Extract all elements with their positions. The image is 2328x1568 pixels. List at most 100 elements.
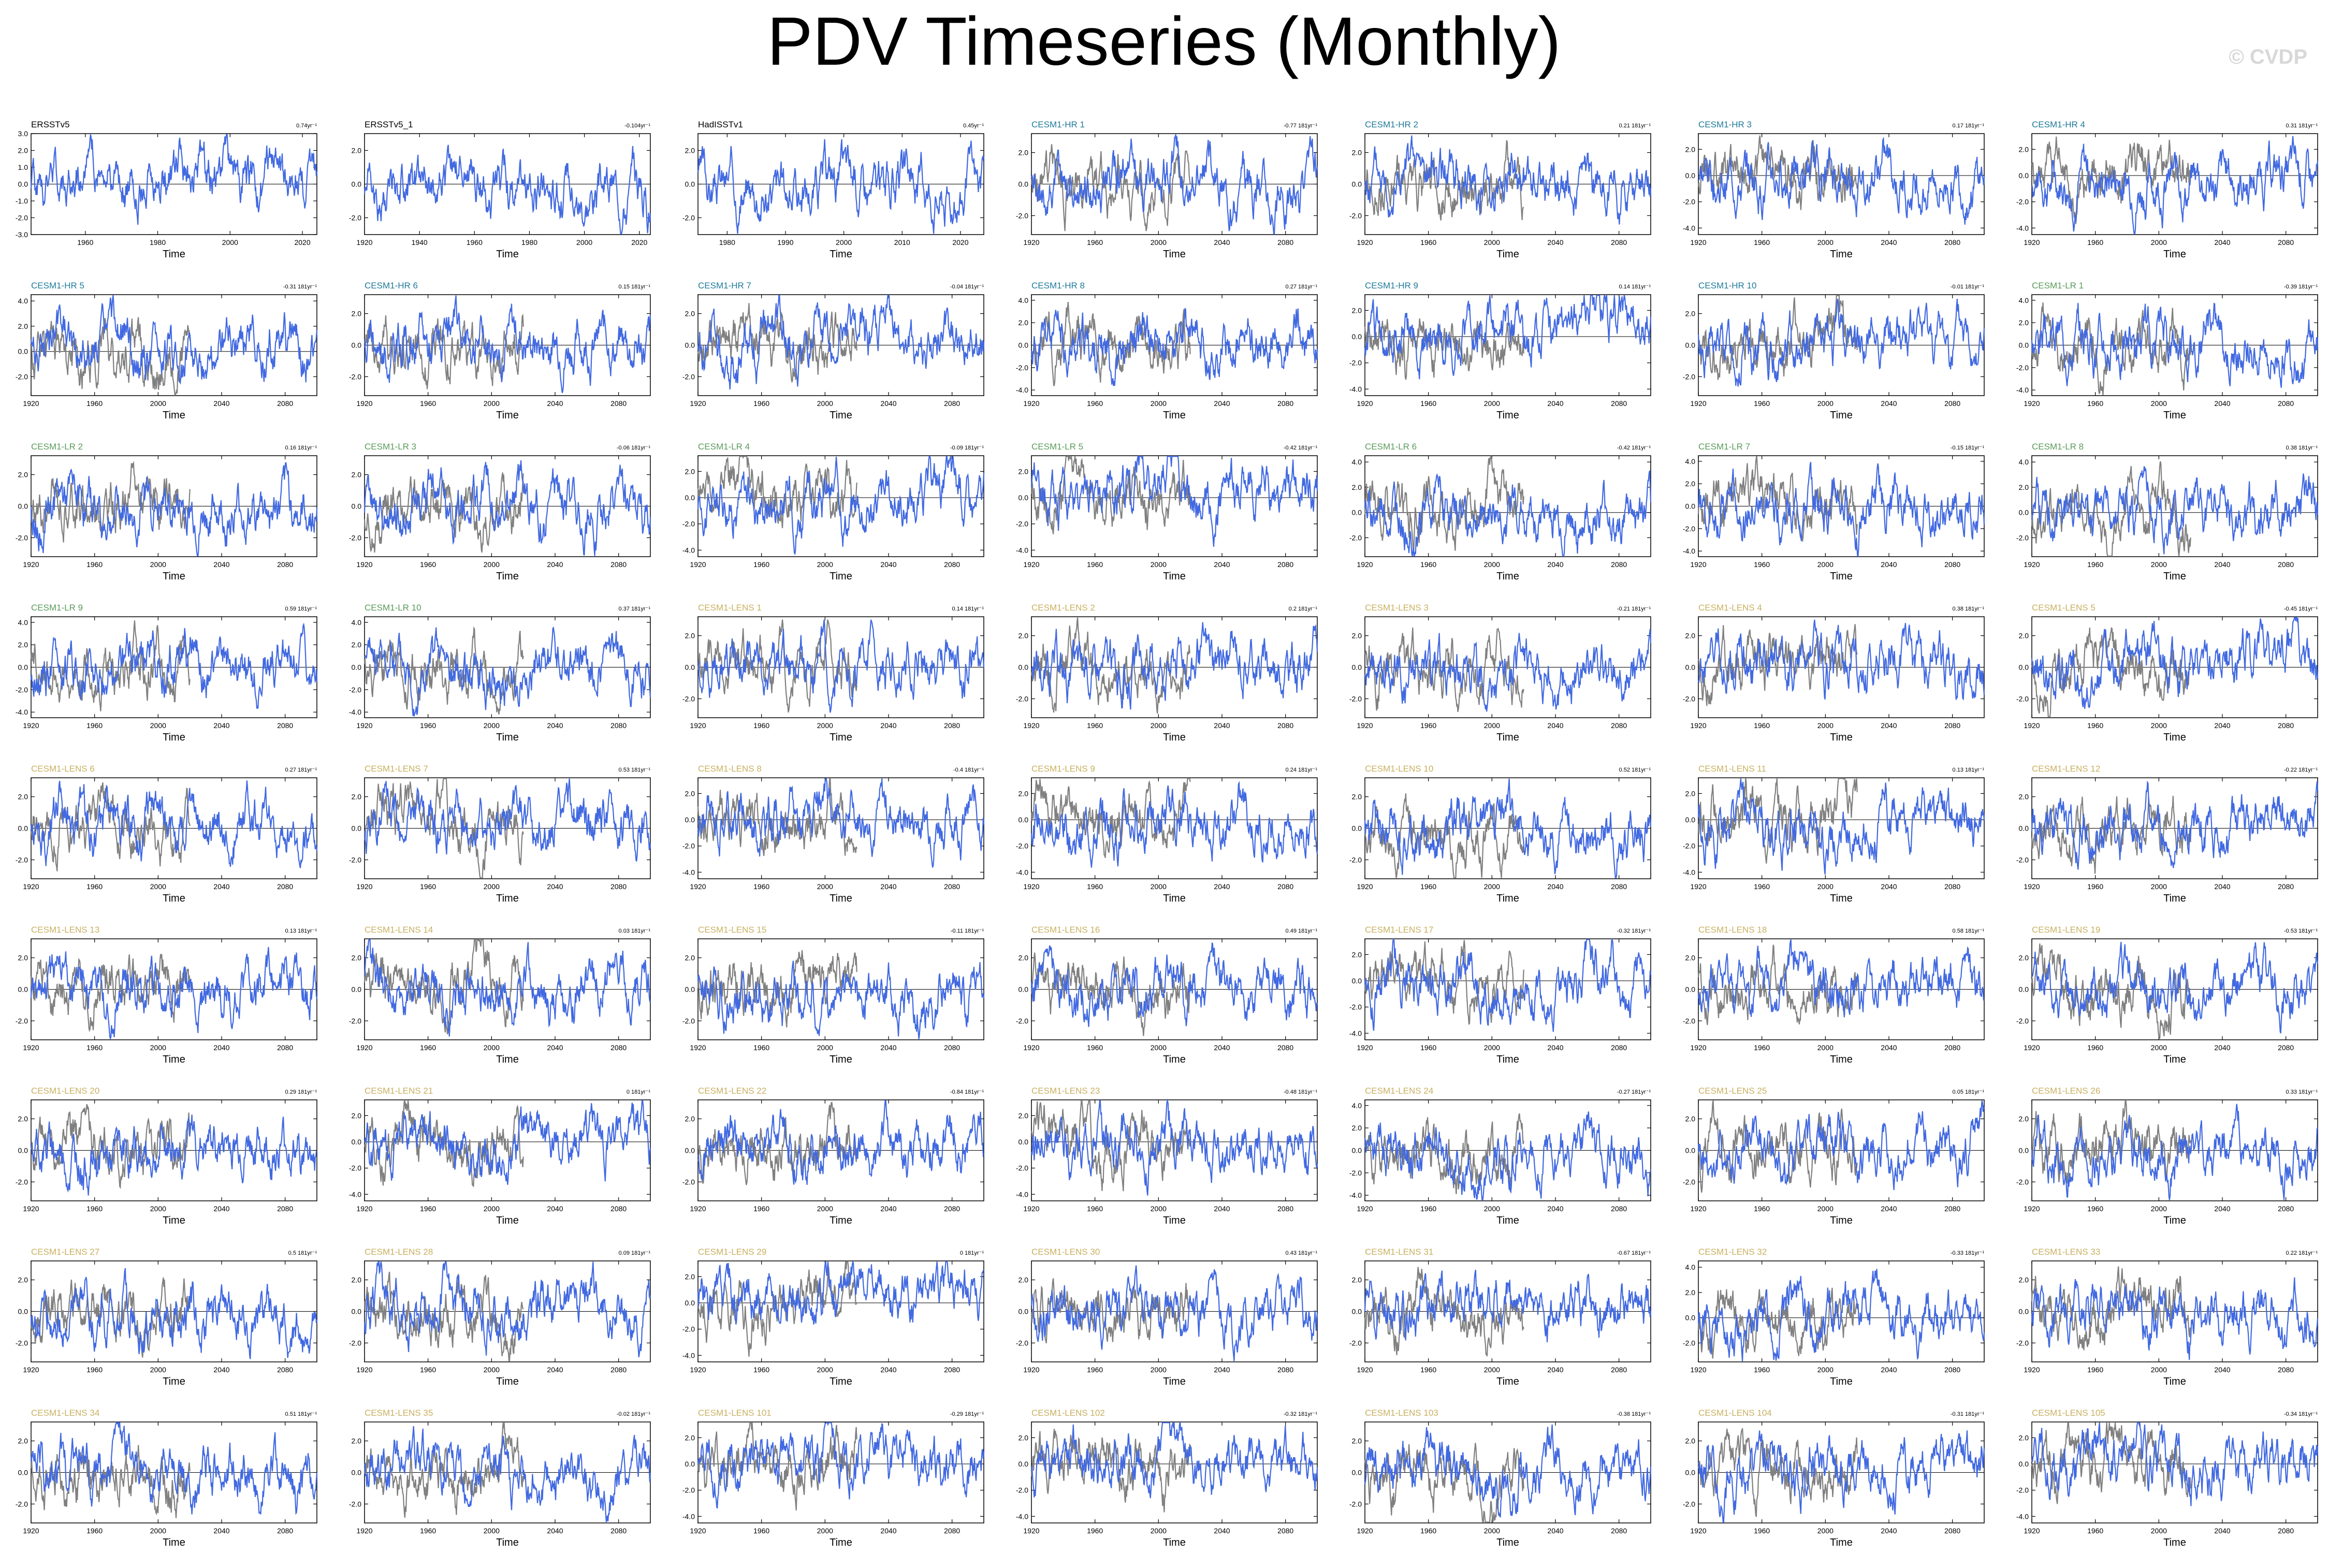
trend-label: 0.15 181yr⁻¹ [619,284,651,290]
x-axis-label: Time [830,1215,852,1226]
x-tick-label: 1920 [2024,721,2040,730]
y-tick-label: 1.0 [18,163,28,171]
x-tick-label: 1920 [690,882,706,891]
y-tick-label: -4.0 [1349,1029,1362,1037]
x-tick-label: 2000 [576,238,592,246]
obs-series-line [1697,945,1858,1025]
y-tick-label: 0.0 [18,347,28,356]
trend-label: -0.84 181yr⁻¹ [950,1089,984,1095]
y-tick-label: 2.0 [1019,149,1029,157]
x-tick-label: 1920 [2024,399,2040,408]
cvdp-watermark: © CVDP [2229,46,2307,68]
x-axis-label: Time [1830,732,1853,743]
y-tick-label: 2.0 [18,1276,28,1284]
chart-panel: CESM1-LENS 19 -0.53 181yr⁻¹ -2.0 0.0 2.0 1920… [2016,925,2319,1065]
x-tick-label: 2040 [1547,1204,1563,1213]
y-tick-label: 0.0 [1685,502,1696,511]
panel-title: CESM1-LENS 3 [1365,603,1429,613]
x-tick-label: 2000 [1817,1527,1834,1535]
chart-panel: CESM1-LENS 17 -0.32 181yr⁻¹ -4.0 -2.0 0.0 2.0… [1349,925,1652,1065]
x-tick-label: 2080 [610,1043,627,1052]
model-series-line [2031,1104,2318,1200]
y-tick-label: 0.0 [18,1469,28,1477]
x-tick-label: 1920 [23,1043,39,1052]
y-tick-label: -2.0 [1016,842,1028,850]
panel-title: CESM1-LENS 27 [31,1247,99,1257]
y-tick-label: 0.0 [1019,493,1029,502]
x-tick-label: 1960 [753,1043,769,1052]
x-tick-label: 1920 [1023,721,1039,730]
x-tick-label: 1960 [1754,1043,1770,1052]
x-tick-label: 2040 [1547,399,1563,408]
y-tick-label: 0.0 [1019,180,1029,188]
x-tick-label: 1960 [2087,238,2103,246]
chart-panel: CESM1-LENS 16 0.49 181yr⁻¹ -2.0 0.0 2.0 1920 1… [1016,925,1318,1065]
y-tick-label: -2.0 [16,1339,28,1347]
x-tick-label: 2000 [484,1204,500,1213]
trend-label: 0.51 181yr⁻¹ [285,1411,317,1417]
x-tick-label: 2040 [1214,1366,1230,1374]
x-axis-label: Time [1163,249,1186,260]
trend-label: 0.24 181yr⁻¹ [1286,767,1318,773]
trend-label: -0.77 181yr⁻¹ [1284,123,1317,129]
x-tick-label: 2040 [547,399,563,408]
model-series-line [1030,1098,1318,1196]
y-tick-label: 0.0 [18,985,28,994]
x-tick-label: 2040 [2214,1204,2230,1213]
x-axis-label: Time [1163,1376,1186,1387]
y-tick-label: 0.0 [352,502,362,511]
obs-series-line [1030,302,1191,386]
y-tick-label: 0.0 [2019,1308,2029,1316]
chart-panel: CESM1-LENS 21 0 181yr⁻¹ -4.0 -2.0 0.0 2.0 1920… [349,1086,651,1226]
y-tick-label: -2.0 [1683,842,1695,850]
model-series-line [31,1114,317,1196]
panel-title: CESM1-HR 3 [1698,120,1752,129]
trend-label: -0.34 181yr⁻¹ [2284,1411,2318,1417]
y-tick-label: 0.0 [352,1469,362,1477]
y-tick-label: -2.0 [1683,1178,1695,1186]
y-tick-label: 2.0 [18,1115,28,1123]
y-tick-label: 4.0 [18,618,28,627]
obs-series-line [363,472,524,553]
x-tick-label: 1960 [420,399,436,408]
x-tick-label: 2080 [1277,399,1293,408]
y-tick-label: -2.0 [1349,1500,1362,1508]
y-tick-label: 0.0 [685,180,695,188]
trend-label: -0.32 181yr⁻¹ [1617,928,1651,934]
chart-panel: CESM1-LENS 7 0.53 181yr⁻¹ -2.0 0.0 2.0 1920 19… [349,764,651,904]
y-tick-label: -2.0 [2016,364,2029,372]
y-tick-label: 0.0 [1352,1146,1362,1155]
x-tick-label: 2000 [1151,560,1167,569]
x-tick-label: 2080 [277,1366,293,1374]
y-tick-label: 0.0 [1352,1469,1362,1477]
y-tick-label: 2.0 [685,467,695,475]
y-tick-label: 0.0 [18,824,28,833]
chart-panel: CESM1-LR 3 -0.06 181yr⁻¹ -2.0 0.0 2.0 1920 196… [349,442,651,582]
panel-title: CESM1-LR 10 [365,603,421,613]
chart-panel: CESM1-LENS 25 0.05 181yr⁻¹ -2.0 0.0 2.0 1920 1… [1683,1086,1985,1226]
x-tick-label: 2040 [2214,560,2230,569]
x-tick-label: 2000 [484,1043,500,1052]
y-tick-label: 0.0 [18,663,28,672]
y-tick-label: 0.0 [2019,1146,2029,1155]
x-tick-label: 2000 [817,1366,833,1374]
x-tick-label: 1960 [1420,238,1436,246]
x-tick-label: 1960 [1420,721,1436,730]
x-tick-label: 1920 [690,1204,706,1213]
panel-title: CESM1-LR 2 [31,442,83,452]
x-tick-label: 2040 [213,721,229,730]
y-tick-label: 0.0 [1019,1460,1029,1468]
x-tick-label: 1920 [356,1204,372,1213]
panel-title: CESM1-LENS 104 [1698,1408,1772,1418]
x-tick-label: 1920 [23,399,39,408]
chart-panel: CESM1-LENS 2 0.2 181yr⁻¹ -2.0 0.0 2.0 1920 196… [1016,603,1318,743]
panel-title: CESM1-LENS 101 [698,1408,772,1418]
panel-title: CESM1-LR 8 [2032,442,2084,452]
obs-series-line [30,1104,191,1189]
x-tick-label: 1920 [1357,238,1373,246]
y-tick-label: -2.0 [16,214,28,222]
x-tick-label: 2040 [880,721,896,730]
x-tick-label: 1960 [753,1527,769,1535]
x-tick-label: 1960 [2087,560,2103,569]
y-tick-label: 4.0 [2019,458,2029,466]
